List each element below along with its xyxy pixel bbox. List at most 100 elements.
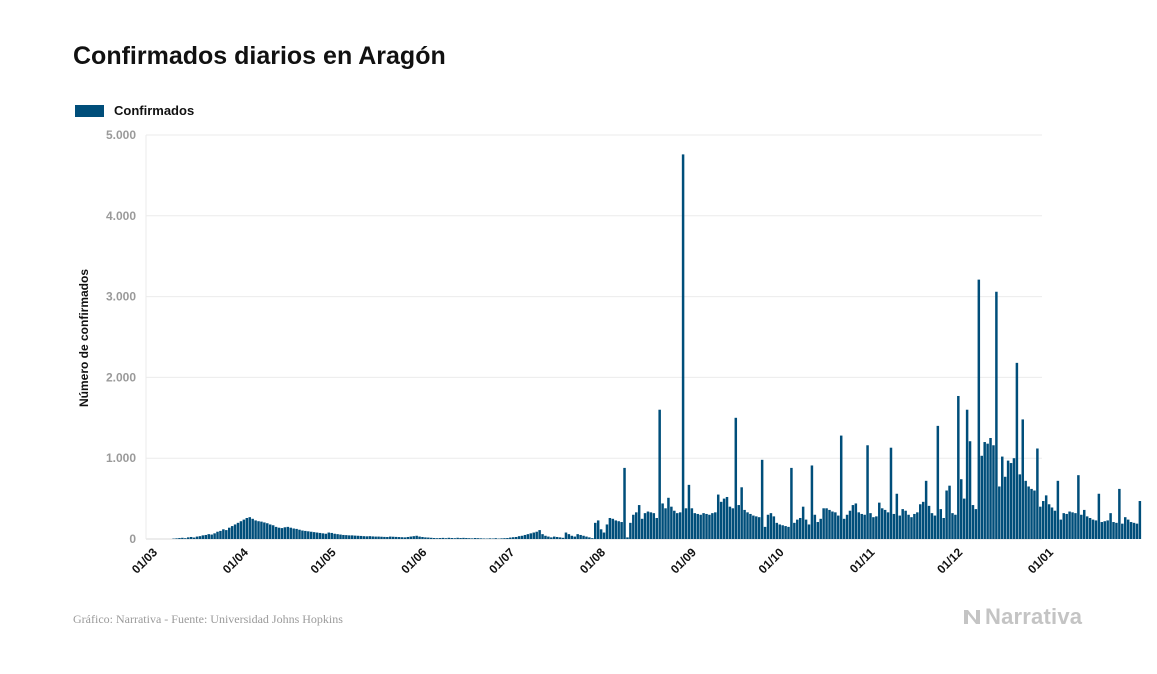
bar — [919, 504, 922, 539]
bar — [790, 467, 793, 539]
bar — [980, 455, 983, 539]
bar — [892, 513, 896, 539]
bar — [696, 513, 699, 539]
bar — [594, 522, 597, 539]
bar — [992, 445, 995, 539]
bar — [796, 519, 799, 539]
bar — [257, 521, 260, 539]
x-tick-label: 01/05 — [308, 545, 339, 576]
bar — [359, 535, 363, 539]
bar — [535, 531, 538, 539]
bar — [822, 508, 825, 539]
bar — [916, 512, 919, 539]
bar — [473, 538, 477, 539]
bar — [1006, 460, 1010, 539]
bar — [239, 521, 243, 539]
bar — [178, 538, 181, 539]
bar — [883, 509, 887, 539]
bar — [778, 524, 781, 539]
bar — [307, 531, 310, 539]
bar — [236, 522, 240, 539]
x-tick-label: 01/08 — [577, 545, 608, 576]
bar — [251, 518, 254, 539]
bar — [904, 510, 907, 539]
bar — [353, 535, 357, 539]
bar — [1047, 504, 1051, 539]
bar — [479, 538, 483, 539]
bar — [579, 534, 582, 539]
source-footer: Gráfico: Narrativa - Fuente: Universidad… — [73, 612, 343, 626]
bar — [711, 513, 714, 539]
bar — [553, 536, 556, 539]
bar — [1042, 501, 1045, 539]
bar — [591, 538, 594, 539]
bar — [620, 522, 623, 539]
bar — [195, 536, 199, 539]
bar — [933, 515, 937, 539]
bar — [333, 533, 336, 539]
bar — [854, 503, 858, 539]
bar — [626, 537, 629, 539]
bar — [719, 501, 723, 539]
bar — [634, 512, 638, 539]
bar — [954, 514, 957, 539]
bar — [810, 465, 814, 539]
bar — [555, 536, 559, 539]
bar — [274, 526, 278, 539]
x-tick-label: 01/04 — [220, 545, 251, 576]
y-tick-label: 5.000 — [106, 128, 136, 142]
bar — [509, 537, 512, 539]
bar — [819, 518, 822, 539]
bar — [875, 516, 878, 539]
bar — [646, 511, 650, 539]
bar — [532, 532, 535, 539]
bar — [1015, 362, 1019, 539]
bar — [1068, 511, 1071, 539]
bar — [315, 532, 319, 539]
y-tick-label: 2.000 — [106, 370, 136, 384]
bar — [728, 506, 732, 539]
bar — [295, 528, 298, 539]
bar — [951, 513, 954, 539]
bar — [801, 506, 805, 539]
y-axis-label: Número de confirmados — [77, 269, 91, 407]
bar — [599, 529, 603, 539]
bar — [1129, 522, 1133, 539]
bar — [857, 512, 861, 539]
bar — [503, 538, 506, 539]
bar — [837, 515, 840, 539]
bar — [731, 508, 735, 539]
bar — [1071, 512, 1074, 539]
bar — [517, 536, 521, 539]
bar — [266, 523, 269, 539]
bar — [447, 537, 451, 539]
bar — [886, 512, 890, 539]
bar — [930, 513, 934, 539]
bar — [872, 517, 875, 539]
bar — [377, 536, 380, 539]
bar — [356, 535, 360, 539]
bar — [1091, 519, 1095, 539]
bar — [186, 537, 190, 539]
bar — [1009, 463, 1013, 539]
bar — [763, 526, 767, 539]
x-tick-label: 01/03 — [129, 545, 160, 576]
bar — [383, 536, 386, 539]
bar — [596, 520, 600, 539]
bar — [512, 537, 515, 539]
bar — [494, 538, 497, 539]
bar — [1112, 522, 1115, 539]
bar — [983, 442, 986, 539]
legend: Confirmados — [75, 103, 194, 118]
brand-name: Narrativa — [985, 604, 1083, 629]
bar — [254, 520, 257, 539]
bar — [798, 517, 802, 539]
bar — [280, 528, 284, 539]
bar — [722, 498, 726, 539]
bar — [1103, 521, 1106, 539]
bar — [184, 538, 187, 539]
bar — [371, 536, 374, 539]
bar — [995, 291, 998, 539]
x-tick-label: 01/01 — [1025, 545, 1056, 576]
bar — [1109, 513, 1112, 539]
